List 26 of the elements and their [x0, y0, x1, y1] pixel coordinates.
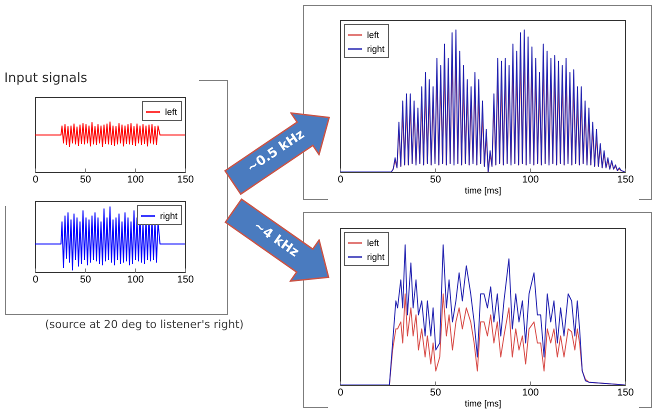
- x-tick-label: 50: [80, 174, 92, 186]
- x-tick-label: 0: [32, 174, 39, 186]
- x-tick-label: 100: [127, 274, 144, 286]
- x-tick-label: 100: [127, 174, 144, 186]
- x-tick-label: 0: [338, 388, 344, 398]
- x-tick-label: 50: [430, 388, 442, 398]
- x-tick-label: 100: [522, 388, 540, 398]
- legend-label: right: [367, 252, 386, 262]
- x-tick-label: 0: [32, 274, 39, 286]
- legend-label: left: [367, 238, 380, 248]
- x-axis-title: time [ms]: [464, 398, 502, 408]
- legend-label: left: [367, 30, 380, 40]
- text: (source at 20 deg to listener's right): [45, 318, 244, 331]
- x-tick-label: 0: [338, 174, 344, 186]
- chart-title: Input signals: [4, 71, 88, 86]
- x-tick-label: 150: [177, 274, 194, 286]
- x-tick-label: 100: [522, 174, 540, 186]
- legend-label: right: [160, 211, 178, 221]
- x-tick-label: 150: [617, 388, 634, 398]
- legend-label: left: [165, 107, 178, 117]
- x-tick-label: 150: [177, 174, 194, 186]
- x-tick-label: 50: [80, 274, 92, 286]
- x-axis-title: time [ms]: [464, 186, 502, 196]
- x-tick-label: 50: [430, 174, 442, 186]
- legend-label: right: [367, 44, 386, 54]
- x-tick-label: 150: [617, 174, 634, 186]
